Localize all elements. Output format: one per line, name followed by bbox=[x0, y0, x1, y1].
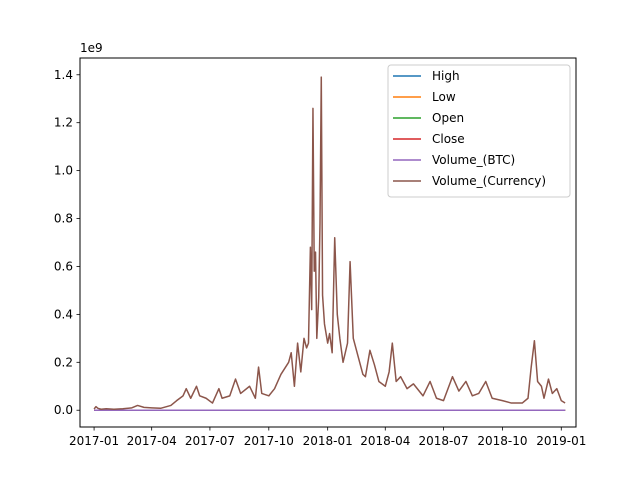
x-tick-label-4: 2018-01 bbox=[303, 434, 353, 448]
y-tick-label-5: 1.0 bbox=[54, 164, 73, 178]
series-line-5 bbox=[93, 76, 566, 411]
legend: High Low Open Close Volume_(BTC) Volume_(Curr… bbox=[387, 64, 571, 198]
legend-label-4: Volume_(BTC) bbox=[432, 153, 515, 167]
legend-box bbox=[387, 64, 571, 198]
y-axis: 0.0 0.2 0.4 0.6 0.8 1.0 1.2 1.4 bbox=[54, 68, 80, 417]
x-tick-label-7: 2018-10 bbox=[477, 434, 527, 448]
legend-label-2: Open bbox=[432, 111, 464, 125]
y-tick-label-1: 0.2 bbox=[54, 355, 73, 369]
y-offset-label: 1e9 bbox=[80, 41, 103, 55]
legend-label-1: Low bbox=[432, 90, 456, 104]
x-axis: 2017-01 2017-04 2017-07 2017-10 2018-01 2018-… bbox=[69, 427, 586, 448]
plot-lines bbox=[93, 76, 566, 411]
x-tick-label-6: 2018-07 bbox=[418, 434, 468, 448]
x-tick-label-0: 2017-01 bbox=[69, 434, 119, 448]
x-tick-label-5: 2018-04 bbox=[360, 434, 410, 448]
legend-label-5: Volume_(Currency) bbox=[432, 174, 546, 188]
x-tick-label-3: 2017-10 bbox=[244, 434, 294, 448]
legend-label-3: Close bbox=[432, 132, 465, 146]
y-tick-label-0: 0.0 bbox=[54, 403, 73, 417]
x-tick-label-8: 2019-01 bbox=[536, 434, 586, 448]
y-tick-label-4: 0.8 bbox=[54, 212, 73, 226]
x-tick-label-1: 2017-04 bbox=[127, 434, 177, 448]
x-tick-label-2: 2017-07 bbox=[185, 434, 235, 448]
legend-label-0: High bbox=[432, 69, 460, 83]
y-tick-label-3: 0.6 bbox=[54, 259, 73, 273]
y-tick-label-6: 1.2 bbox=[54, 116, 73, 130]
y-tick-label-2: 0.4 bbox=[54, 307, 73, 321]
y-tick-label-7: 1.4 bbox=[54, 68, 73, 82]
